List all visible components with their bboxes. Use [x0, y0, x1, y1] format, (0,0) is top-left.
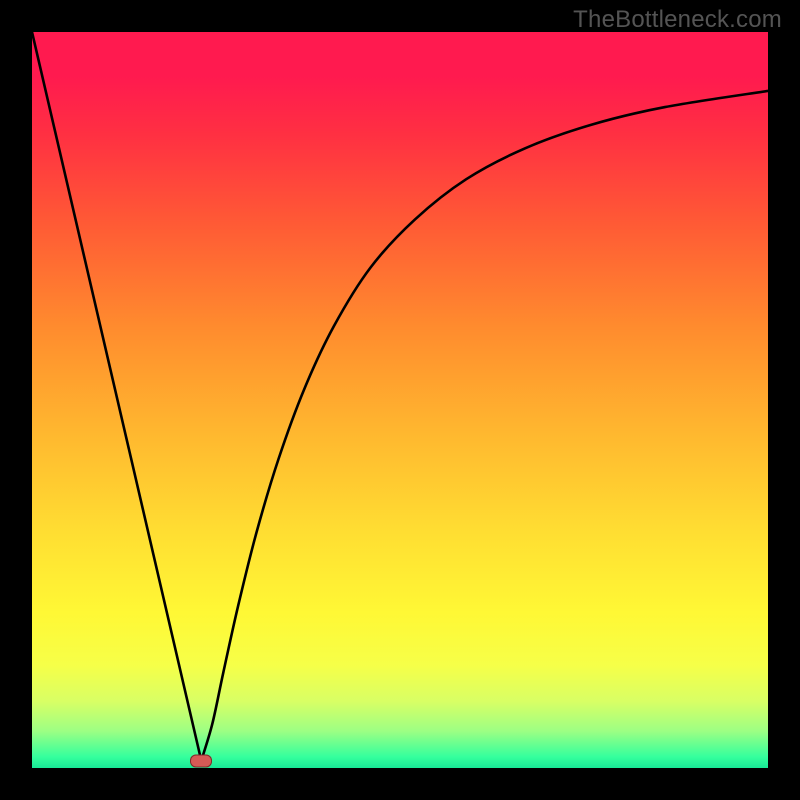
watermark-text: TheBottleneck.com [573, 6, 782, 34]
chart-canvas: TheBottleneck.com [0, 0, 800, 800]
plot-area [32, 32, 768, 768]
minimum-marker [190, 754, 212, 767]
curve-layer [32, 32, 768, 768]
bottleneck-curve [32, 32, 768, 761]
